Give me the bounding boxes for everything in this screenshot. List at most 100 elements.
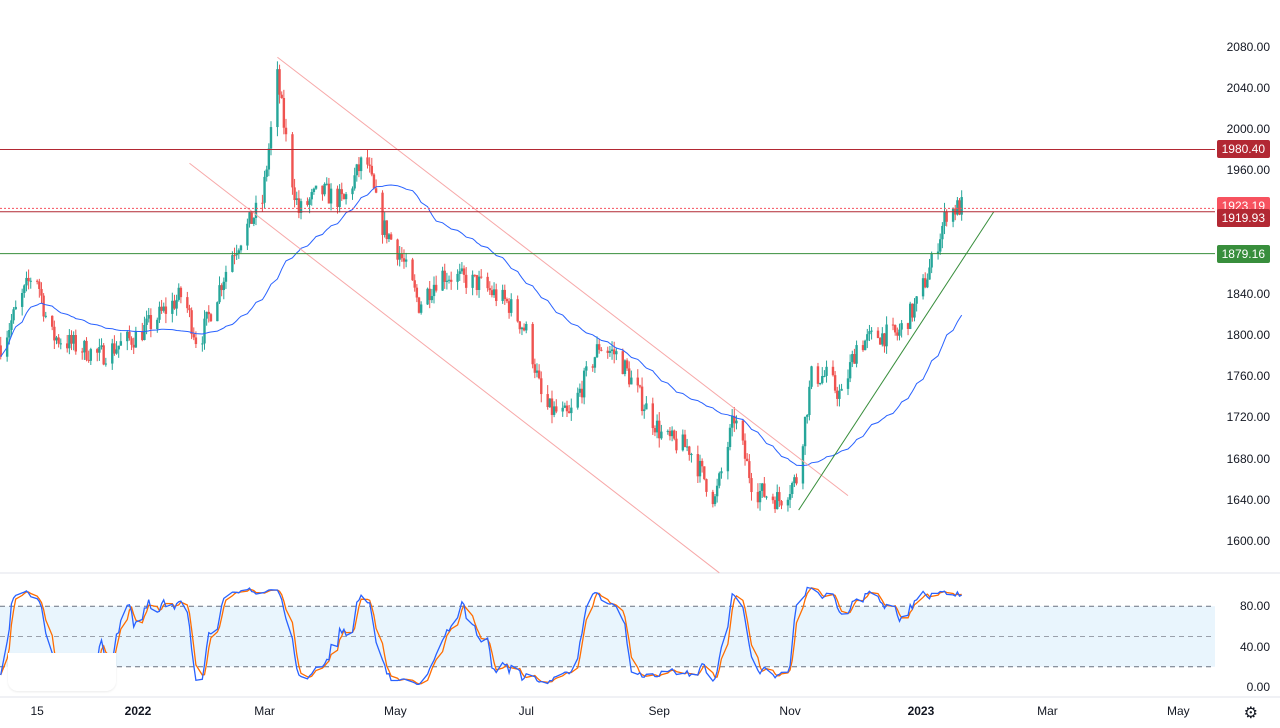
candle-body (492, 289, 496, 296)
candle-body (443, 270, 446, 282)
candle-body (885, 324, 888, 347)
candle-body (218, 285, 221, 303)
candle-body (537, 370, 541, 379)
candle-body (381, 192, 384, 235)
candle-body (81, 351, 84, 353)
candle-body (548, 398, 552, 408)
candle-body (503, 289, 506, 300)
oscillator-axis-tick: 0.00 (1246, 680, 1270, 694)
candle-body (593, 357, 597, 368)
candle-body (96, 349, 99, 353)
candle-body (505, 299, 509, 302)
candle-body (368, 164, 371, 166)
candle-body (434, 284, 438, 291)
candle-body (861, 345, 865, 351)
candle-body (98, 346, 101, 353)
time-axis-label: 2023 (907, 704, 935, 718)
candle-body (128, 331, 131, 339)
candle-body (207, 311, 210, 315)
candle-body (924, 278, 927, 288)
settings-gear-icon[interactable]: ⚙ (1243, 705, 1258, 722)
candle-body (250, 212, 253, 224)
candle-body (831, 366, 835, 376)
candle-body (690, 454, 693, 456)
candle-body (928, 267, 931, 280)
candle-body (306, 201, 309, 205)
candle-body (480, 276, 483, 278)
candle-body (130, 338, 133, 345)
candle-body (756, 492, 760, 503)
candle-body (791, 482, 794, 495)
candle-body (415, 287, 419, 298)
price-axis-tick: 1640.00 (1226, 492, 1270, 507)
candle-body (314, 185, 318, 189)
legend-panel[interactable] (8, 653, 116, 691)
candle-body (838, 390, 841, 399)
candle-body (921, 278, 925, 297)
candle-body (868, 331, 871, 335)
candle-body (913, 303, 916, 318)
candle-body (610, 349, 614, 352)
candle-body (417, 297, 421, 313)
price-axis-tick: 1720.00 (1226, 410, 1270, 425)
candle-body (40, 288, 43, 296)
candle-body (147, 315, 150, 319)
oscillator-axis-tick: 80.00 (1239, 599, 1270, 614)
candle-body (655, 420, 659, 433)
candle-body (192, 334, 195, 338)
candle-body (89, 349, 93, 361)
candle-body (823, 375, 826, 377)
candle-body (171, 300, 174, 314)
candle-body (237, 250, 241, 254)
candle-body (327, 183, 331, 204)
candle-body (615, 351, 618, 355)
candle-body (909, 303, 912, 329)
candle-body (278, 69, 281, 95)
candle-body (188, 308, 191, 311)
candle-body (72, 335, 75, 344)
candle-body (239, 245, 243, 251)
candle-body (353, 175, 356, 189)
candle-body (267, 148, 271, 170)
candle-body (808, 386, 811, 416)
candle-body (141, 331, 144, 341)
candle-body (57, 337, 60, 344)
candle-body (156, 319, 159, 330)
candle-body (55, 337, 58, 341)
oscillator-axis-tick: 40.00 (1239, 639, 1270, 654)
candle-body (475, 275, 479, 290)
candle-body (340, 189, 343, 195)
candle-body (0, 345, 2, 357)
candle-body (698, 460, 702, 477)
candle-body (518, 321, 522, 330)
candle-body (413, 280, 416, 288)
candle-body (608, 351, 612, 353)
candle-body (284, 127, 288, 135)
candle-body (855, 345, 858, 364)
candle-body (673, 430, 676, 439)
candle-body (325, 183, 328, 185)
candle-body (119, 341, 123, 346)
candle-body (411, 259, 414, 281)
candle-body (263, 176, 266, 203)
candle-body (149, 315, 153, 330)
candle-body (688, 446, 691, 455)
candle-body (818, 383, 822, 385)
price-axis-tick: 1800.00 (1226, 328, 1270, 343)
candle-body (786, 499, 790, 506)
candle-body (666, 430, 670, 432)
candle-body (773, 500, 777, 510)
candle-body (745, 458, 749, 462)
candle-body (282, 97, 286, 128)
candle-body (705, 479, 708, 492)
trendline-uptrend (798, 211, 995, 511)
candle-body (402, 258, 406, 262)
candle-body (748, 461, 751, 479)
candle-body (265, 169, 268, 177)
candle-body (893, 325, 897, 333)
candle-body (280, 94, 283, 98)
price-axis-tick: 2080.00 (1226, 40, 1270, 54)
candle-body (295, 198, 298, 201)
candle-body (177, 287, 180, 300)
